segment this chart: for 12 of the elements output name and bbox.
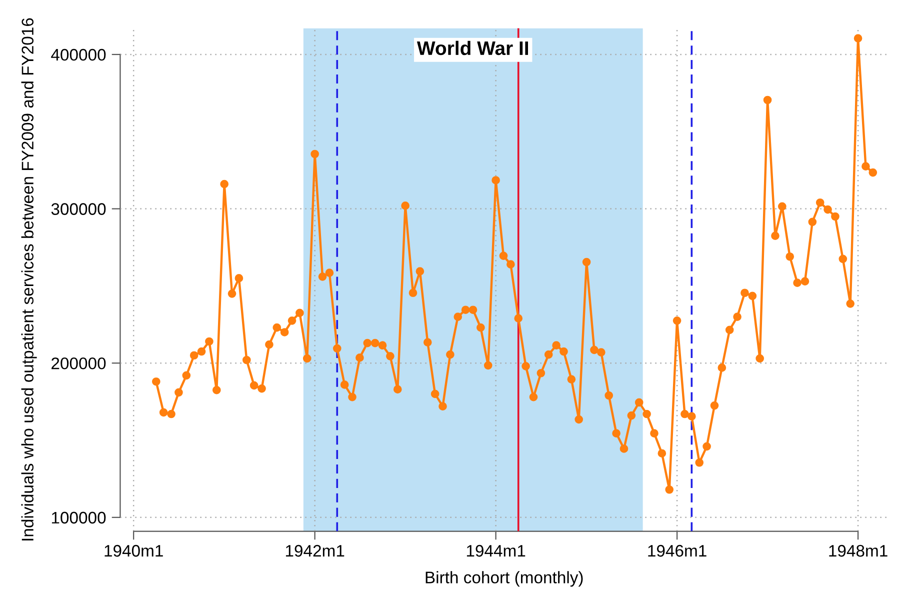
band-label: World War II [416, 40, 528, 56]
y-tick-label: 200000 [52, 357, 106, 370]
x-tick-label: 1940m1 [104, 544, 163, 557]
y-tick-label: 300000 [51, 203, 106, 215]
x-axis-title: Birth cohort (monthly) [426, 571, 583, 587]
y-axis-title: Individuals who used outpatient services between FY2009 and FY2016 [21, 18, 37, 540]
y-tick-label: 100000 [52, 512, 106, 524]
x-tick-label: 1946m1 [648, 544, 706, 557]
x-tick-label: 1944m1 [466, 544, 526, 557]
y-tick-label: 400000 [51, 48, 106, 61]
x-tick-label: 1948m1 [829, 544, 888, 557]
x-tick-label: 1942m1 [286, 544, 344, 557]
